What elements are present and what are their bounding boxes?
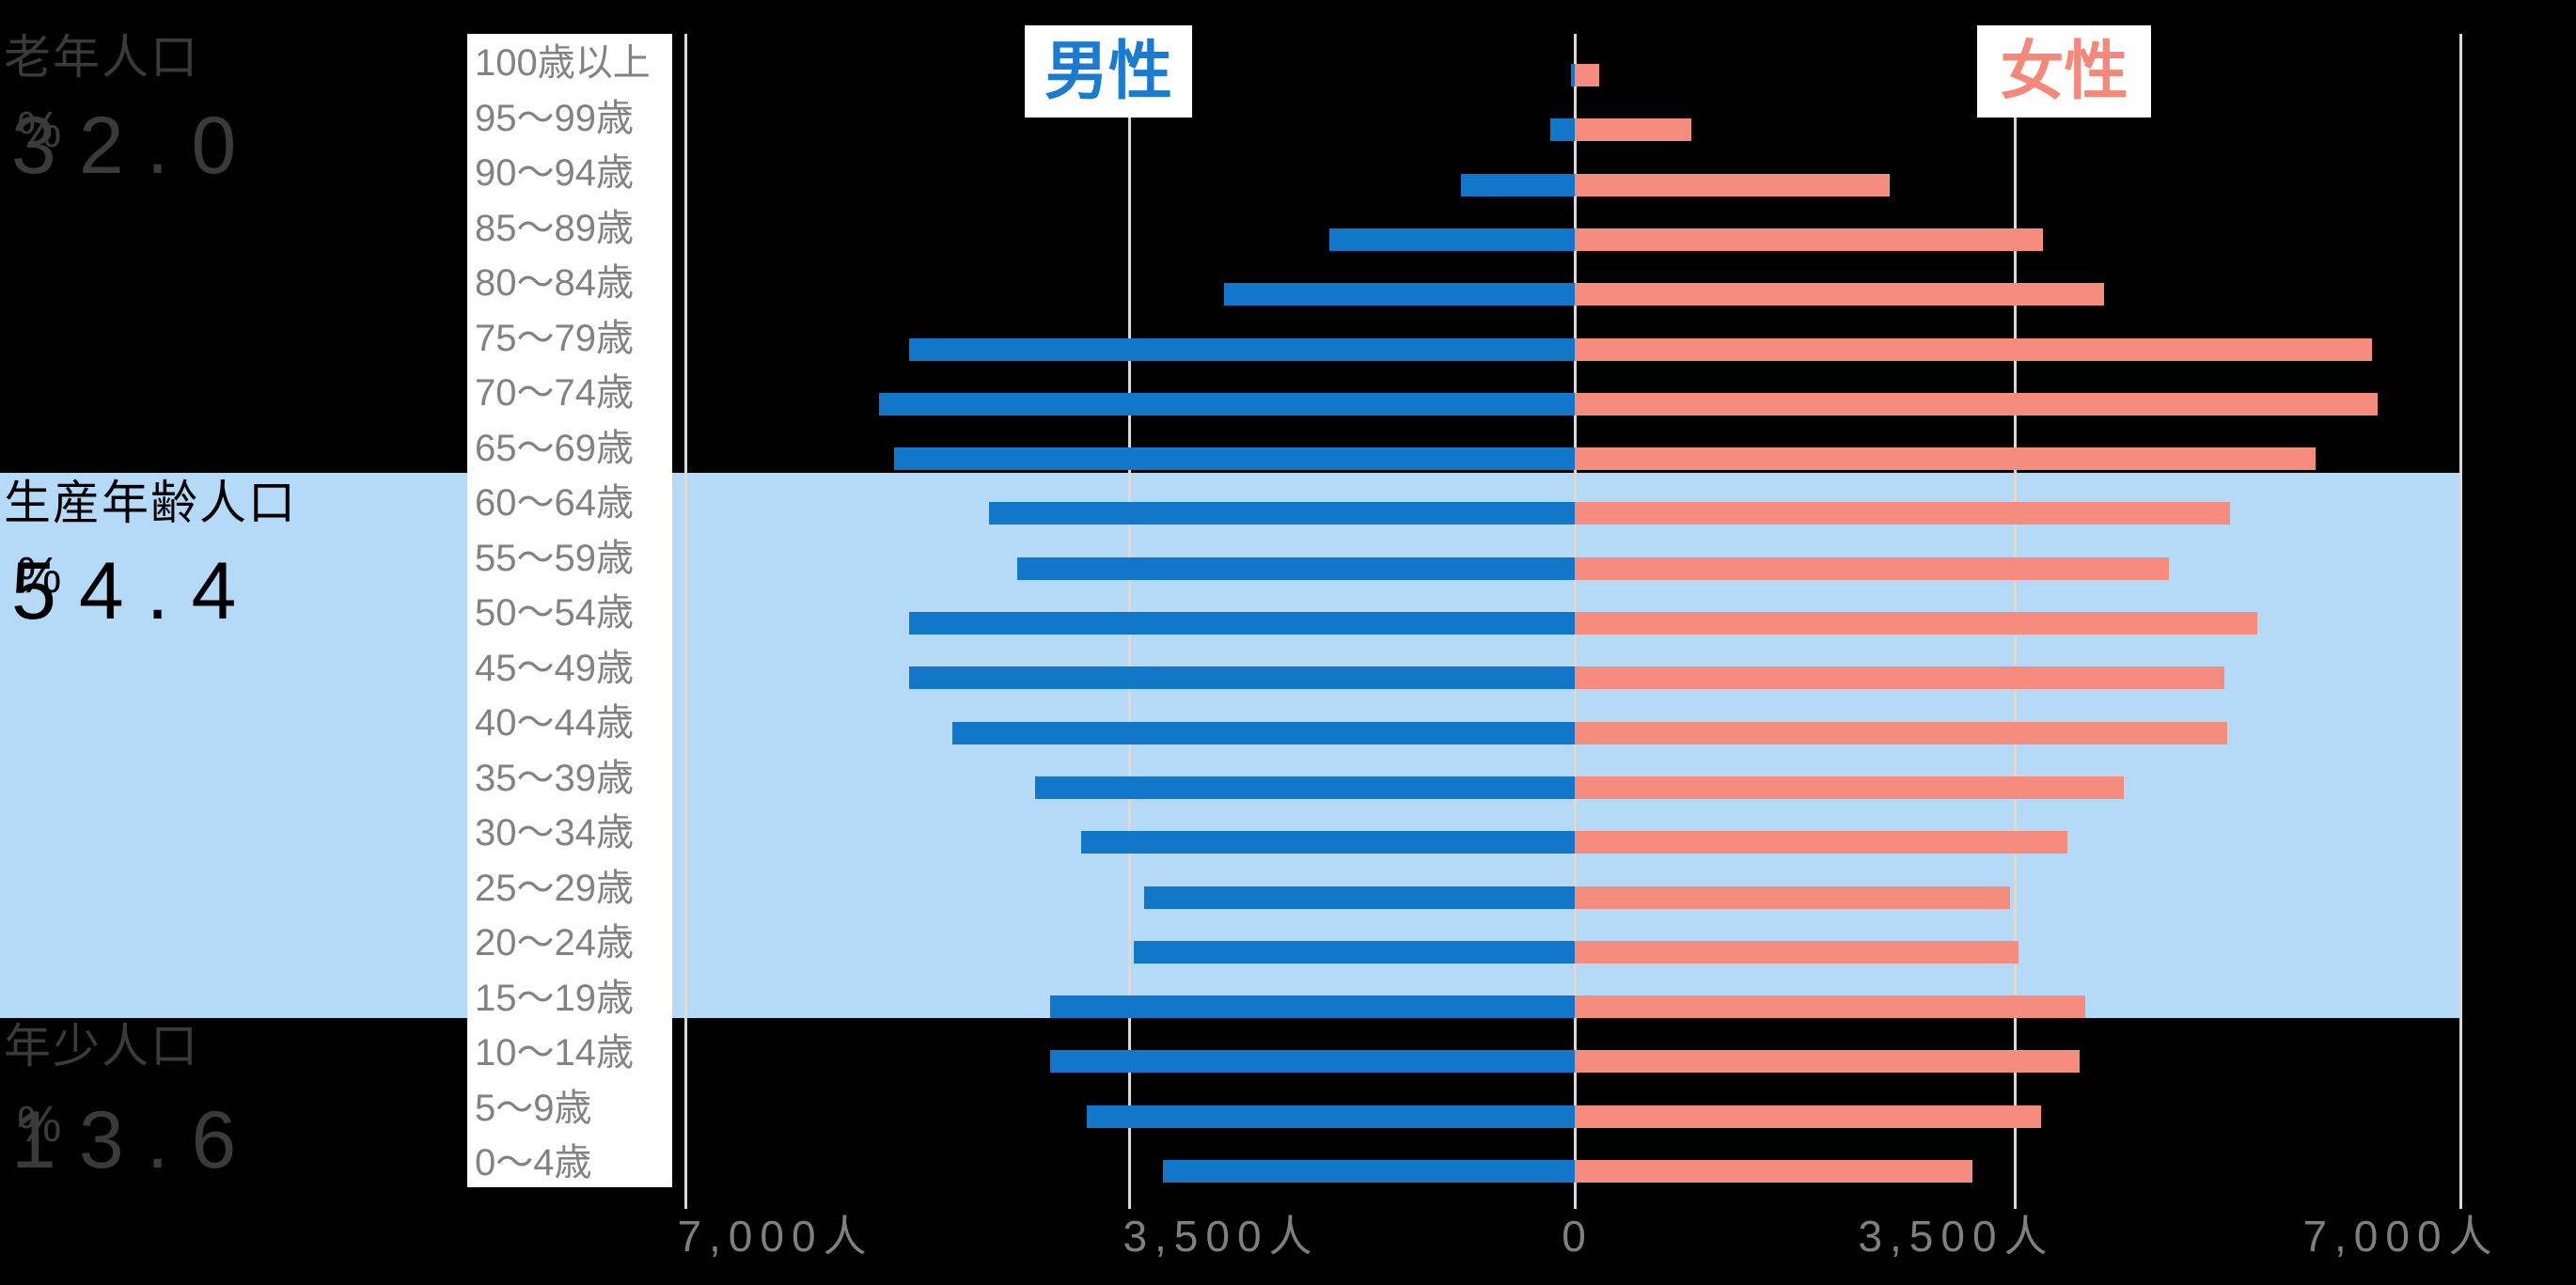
bar-male-5 <box>909 337 1575 361</box>
age-label-2: 90〜94歳 <box>475 152 634 194</box>
age-label-17: 15〜19歳 <box>475 977 634 1019</box>
bar-female-9 <box>1575 556 2170 580</box>
bar-male-13 <box>1035 776 1575 799</box>
elderly-population-label: 老年人口 <box>4 31 199 84</box>
bar-male-12 <box>951 721 1575 744</box>
bar-female-20 <box>1575 1160 1973 1183</box>
bar-female-4 <box>1575 283 2105 306</box>
bar-male-3 <box>1329 227 1575 251</box>
age-label-5: 75〜79歳 <box>475 317 634 359</box>
bar-female-7 <box>1575 447 2316 471</box>
young-pct-sign: % <box>17 1097 62 1152</box>
bar-female-10 <box>1575 612 2258 635</box>
age-label-18: 10〜14歳 <box>475 1032 634 1073</box>
working-age-population-label: 生産年齢人口 <box>4 477 297 529</box>
legend-female: 女性 <box>1977 25 2151 118</box>
young-population-label: 年少人口 <box>4 1020 199 1073</box>
bar-male-0 <box>1570 64 1575 86</box>
age-label-19: 5〜9歳 <box>475 1087 592 1129</box>
age-label-7: 65〜69歳 <box>475 427 634 469</box>
bar-female-14 <box>1575 831 2067 854</box>
elderly-pct-sign: % <box>17 102 62 158</box>
working-age-highlight-band <box>0 473 2461 1018</box>
working-pct-number: 54.4 <box>11 546 259 636</box>
bar-female-3 <box>1575 227 2044 251</box>
bar-male-9 <box>1016 556 1575 580</box>
age-label-13: 35〜39歳 <box>475 757 634 799</box>
age-label-1: 95〜99歳 <box>475 97 634 139</box>
axis-label-2: 0 <box>1562 1212 1594 1261</box>
bar-male-20 <box>1162 1160 1575 1183</box>
bar-female-18 <box>1575 1050 2081 1073</box>
bar-female-11 <box>1575 666 2225 690</box>
bar-male-18 <box>1049 1050 1575 1073</box>
axis-tick-7000 <box>2458 1187 2462 1209</box>
gridline-7000 <box>2458 34 2462 1187</box>
bar-female-0 <box>1575 64 1600 86</box>
elderly-pct-number: 32.0 <box>11 101 259 191</box>
bar-male-16 <box>1133 940 1575 964</box>
bar-female-15 <box>1575 885 2010 909</box>
young-pct-number: 13.6 <box>11 1095 259 1185</box>
age-label-9: 55〜59歳 <box>475 537 634 579</box>
age-label-column: 100歳以上 95〜99歳 90〜94歳 85〜89歳 80〜84歳 75〜79歳 70〜7… <box>467 34 672 1187</box>
bar-female-19 <box>1575 1105 2041 1128</box>
axis-tick-3500 <box>2013 1187 2017 1209</box>
bar-female-16 <box>1575 940 2018 964</box>
axis-tick-0 <box>1573 1187 1577 1209</box>
axis-tick--7000 <box>683 1187 687 1209</box>
age-label-0: 100歳以上 <box>475 42 651 84</box>
bar-female-13 <box>1575 776 2124 799</box>
bar-male-19 <box>1086 1105 1575 1128</box>
bar-male-15 <box>1144 885 1575 909</box>
bar-male-10 <box>909 612 1575 635</box>
bar-female-17 <box>1575 995 2086 1019</box>
legend-male-label: 男性 <box>1044 36 1172 107</box>
axis-label-1: 3,500人 <box>1123 1212 1320 1261</box>
age-label-14: 30〜34歳 <box>475 812 634 854</box>
age-label-11: 45〜49歳 <box>475 647 634 689</box>
axis-tick--3500 <box>1127 1187 1131 1209</box>
axis-label-3: 3,500人 <box>1858 1212 2055 1261</box>
legend-female-label: 女性 <box>2000 36 2128 107</box>
age-label-12: 40〜44歳 <box>475 702 634 744</box>
bar-male-7 <box>894 447 1575 471</box>
gridline-0 <box>1573 34 1577 1187</box>
bar-female-6 <box>1575 392 2379 415</box>
bar-male-6 <box>878 392 1575 415</box>
gridline--7000 <box>683 34 687 1187</box>
bar-male-2 <box>1460 173 1575 196</box>
bar-female-5 <box>1575 337 2372 361</box>
bar-female-12 <box>1575 721 2227 744</box>
bar-male-17 <box>1049 995 1575 1019</box>
legend-male: 男性 <box>1025 25 1192 118</box>
bar-male-4 <box>1224 283 1575 306</box>
bar-female-8 <box>1575 502 2230 525</box>
axis-label-0: 7,000人 <box>677 1212 874 1261</box>
age-label-10: 50〜54歳 <box>475 592 634 634</box>
bar-female-1 <box>1575 118 1692 142</box>
age-label-20: 0〜4歳 <box>475 1142 592 1183</box>
age-label-4: 80〜84歳 <box>475 262 634 304</box>
bar-male-11 <box>909 666 1575 690</box>
gridline--3500 <box>1127 34 1131 1187</box>
age-label-16: 20〜24歳 <box>475 922 634 964</box>
bar-male-14 <box>1080 831 1575 854</box>
age-label-6: 70〜74歳 <box>475 372 634 414</box>
age-label-8: 60〜64歳 <box>475 482 634 524</box>
age-label-15: 25〜29歳 <box>475 867 634 909</box>
bar-female-2 <box>1575 173 1891 196</box>
axis-label-4: 7,000人 <box>2302 1212 2500 1261</box>
bar-male-8 <box>988 502 1575 525</box>
gridline-3500 <box>2013 34 2017 1187</box>
working-pct-sign: % <box>17 548 62 603</box>
bar-male-1 <box>1549 118 1575 142</box>
age-label-3: 85〜89歳 <box>475 207 634 249</box>
